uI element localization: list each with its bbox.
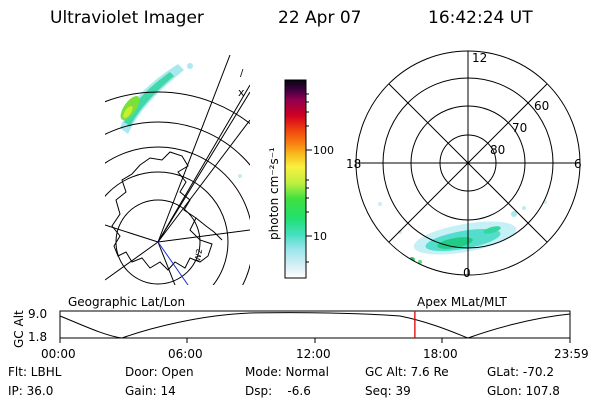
colorbar-unit-label: photon cm⁻²s⁻¹ (267, 147, 281, 240)
info-glon: GLon: 107.8 (487, 384, 560, 398)
mlt-label-12: 12 (472, 51, 487, 65)
image-date: 22 Apr 07 (278, 8, 362, 28)
info-glat: GLat: -70.2 (487, 365, 554, 379)
mlat-label-80: 80 (490, 143, 505, 157)
timeline-tick-2359: 23:59 (554, 347, 589, 361)
timeline-ticks (59, 338, 571, 343)
magnetic-meridian (157, 241, 189, 285)
colorbar-tick-10: 10 (313, 230, 327, 243)
mlat-label-70: 70 (512, 121, 527, 135)
timeline-y-max: 9.0 (28, 307, 47, 321)
info-filter: Flt: LBHL (8, 365, 62, 379)
timeline-tick-0600: 06:00 (168, 347, 203, 361)
station-label: W2 (193, 248, 204, 262)
aurora-core (123, 106, 133, 118)
instrument-title: Ultraviolet Imager (50, 8, 204, 28)
timeline-left-title: Geographic Lat/Lon (68, 295, 185, 309)
mlat-label-60: 60 (534, 99, 549, 113)
info-door: Door: Open (125, 365, 194, 379)
aurora-dot (238, 174, 242, 178)
aurora-faint-emission (120, 64, 184, 134)
geographic-map (105, 55, 250, 285)
info-ip: IP: 36.0 (8, 384, 54, 398)
coastline (111, 151, 213, 271)
mlt-label-18: 18 (346, 157, 361, 171)
info-gc-alt: GC Alt: 7.6 Re (365, 365, 449, 379)
timeline-right-title: Apex MLat/MLT (417, 295, 507, 309)
info-mode: Mode: Normal (245, 365, 329, 379)
aurora-dot (187, 63, 193, 69)
colorbar-tick-100: 100 (313, 144, 334, 157)
colorbar-ticks (306, 93, 312, 263)
timeline-tick-1200: 12:00 (296, 347, 331, 361)
image-time: 16:42:24 UT (428, 8, 533, 28)
svg-text:/: / (240, 68, 244, 79)
timeline-tick-0000: 00:00 (41, 347, 76, 361)
timeline-tick-1800: 18:00 (423, 347, 458, 361)
geographic-grid (105, 55, 250, 285)
info-dsp: Dsp: -6.6 (245, 384, 311, 398)
mlt-label-0: 0 (463, 266, 471, 280)
colorbar (284, 79, 307, 279)
info-seq: Seq: 39 (365, 384, 411, 398)
timeline-y-axis-label: GC Alt (12, 310, 26, 348)
timeline-y-min: 1.8 (28, 330, 47, 344)
timeline-frame (59, 310, 571, 339)
info-gain: Gain: 14 (125, 384, 176, 398)
aurora-emission (124, 72, 174, 126)
mlt-label-6: 6 (574, 157, 582, 171)
polar-grid (355, 50, 581, 276)
polar-aurora (378, 200, 547, 264)
map-edge-mark: x (238, 86, 245, 99)
altitude-curve (59, 312, 571, 339)
